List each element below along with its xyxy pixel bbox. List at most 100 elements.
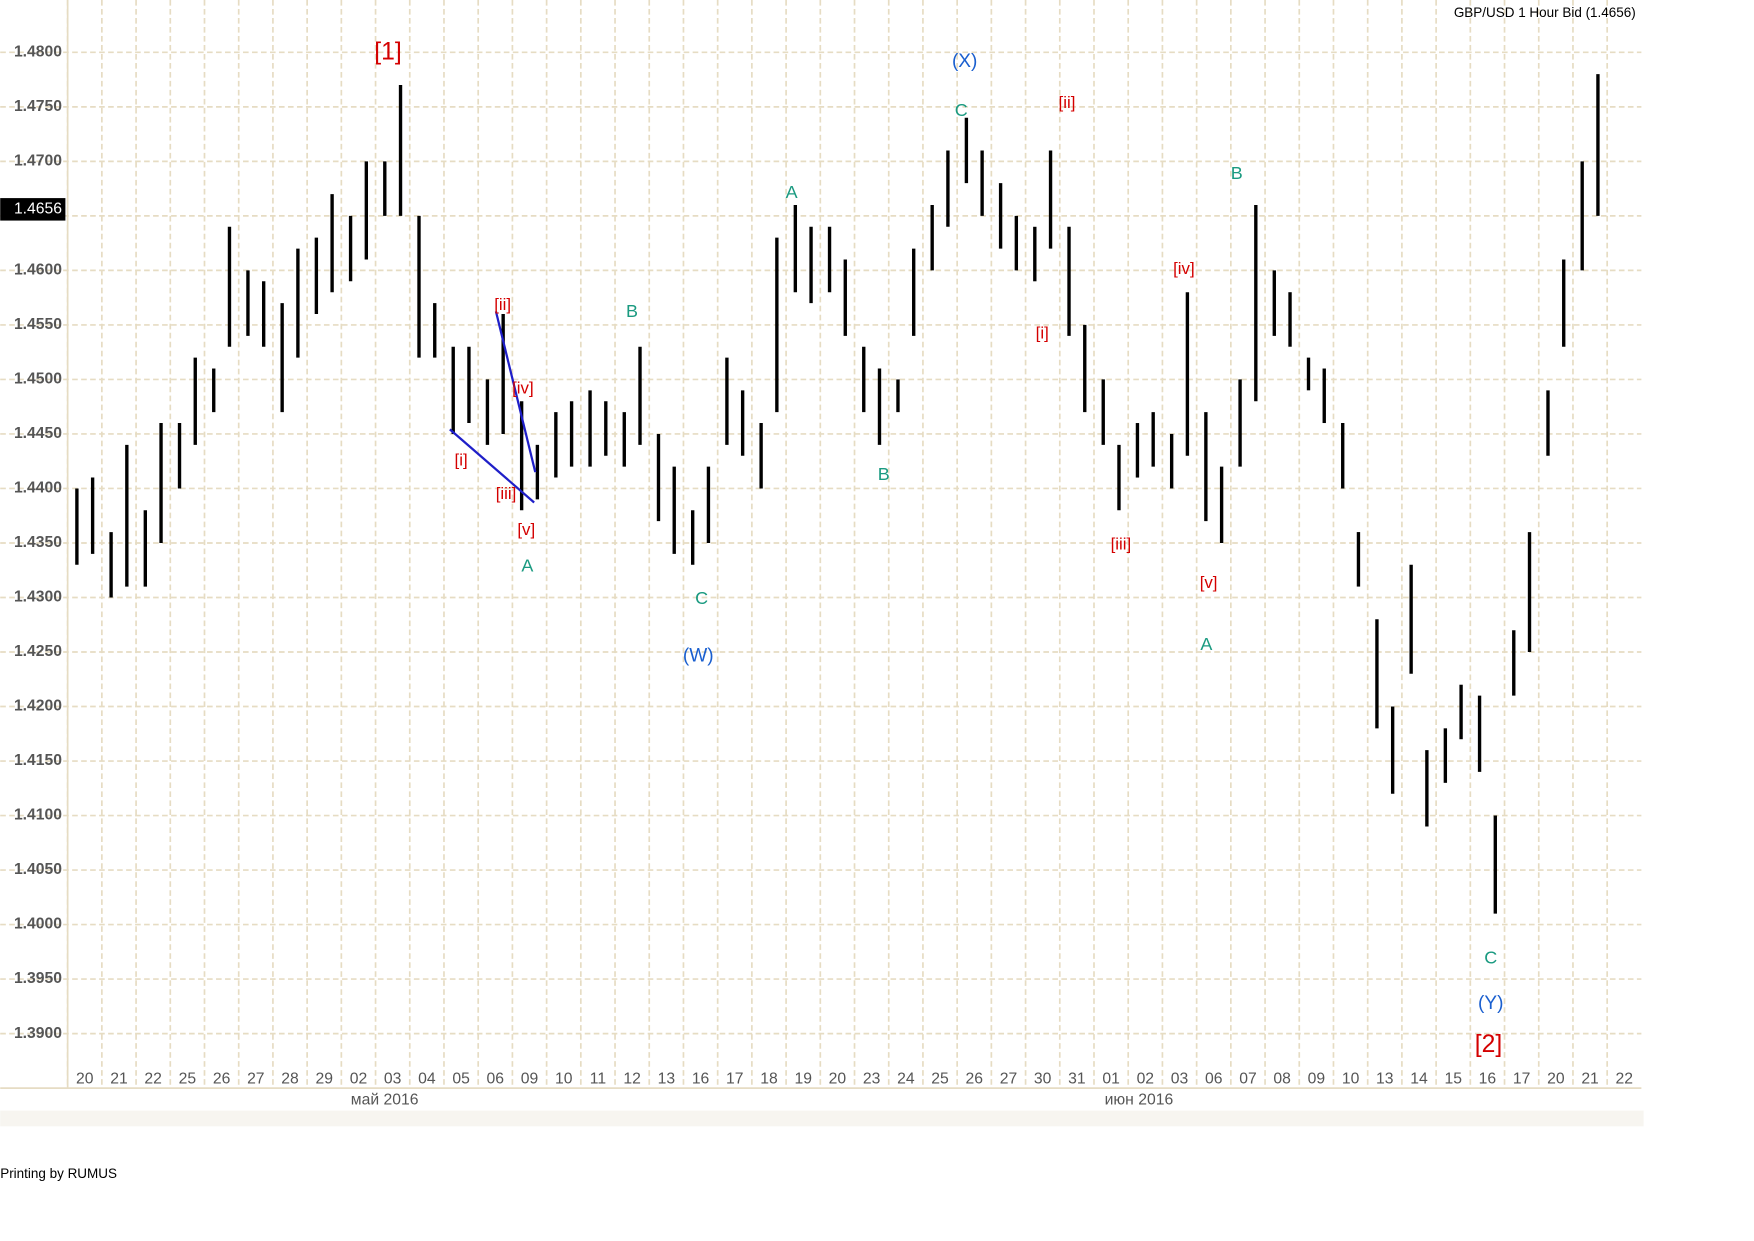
x-tick-label: 02 (1137, 1070, 1154, 1087)
x-tick-label: 17 (726, 1070, 743, 1087)
wave-label: C (695, 588, 708, 608)
y-tick-label: 1.4100 (14, 807, 62, 824)
y-tick-label: 1.3900 (14, 1025, 62, 1042)
y-tick-label: 1.4600 (14, 262, 62, 279)
price-bars (75, 74, 1600, 914)
current-price-tag (0, 198, 66, 221)
x-tick-label: 27 (247, 1070, 264, 1087)
x-tick-label: 22 (144, 1070, 161, 1087)
wave-label: C (955, 100, 968, 120)
y-tick-label: 1.4450 (14, 425, 62, 442)
wave-label: A (1200, 634, 1212, 654)
x-tick-label: 24 (897, 1070, 915, 1087)
wave-label: [2] (1475, 1031, 1502, 1058)
x-tick-label: 17 (1513, 1070, 1530, 1087)
wave-label: [iv] (512, 378, 534, 397)
x-tick-label: 27 (1000, 1070, 1017, 1087)
current-price-label: 1.4656 (14, 200, 62, 217)
x-tick-label: 20 (76, 1070, 94, 1087)
x-tick-label: 23 (863, 1070, 881, 1087)
chart-title: GBP/USD 1 Hour Bid (1.4656) (1454, 5, 1636, 20)
x-tick-label: 16 (1479, 1070, 1497, 1087)
wave-label: [ii] (494, 295, 511, 314)
x-tick-label: 28 (281, 1070, 299, 1087)
y-tick-label: 1.4000 (14, 916, 62, 933)
y-tick-label: 1.4500 (14, 371, 62, 388)
x-tick-label: 13 (1376, 1070, 1394, 1087)
x-tick-label: 21 (1581, 1070, 1598, 1087)
wave-label: (W) (683, 646, 714, 667)
y-tick-label: 1.4050 (14, 861, 62, 878)
wave-label: (X) (952, 51, 977, 72)
wave-label: B (1231, 163, 1243, 183)
x-tick-label: 20 (1547, 1070, 1565, 1087)
x-tick-label: 30 (1034, 1070, 1052, 1087)
y-tick-label: 1.4400 (14, 480, 62, 497)
wave-label: [v] (517, 520, 535, 539)
scroll-strip (0, 1110, 1644, 1127)
x-tick-label: 25 (179, 1070, 197, 1087)
wave-label: [v] (1200, 573, 1218, 592)
x-tick-label: 31 (1068, 1070, 1085, 1087)
x-tick-label: 15 (1444, 1070, 1462, 1087)
x-tick-label: 12 (623, 1070, 640, 1087)
x-tick-label: 16 (692, 1070, 710, 1087)
y-tick-label: 1.4300 (14, 589, 62, 606)
wave-label: A (521, 555, 533, 575)
x-tick-label: 06 (487, 1070, 505, 1087)
x-tick-label: 11 (590, 1070, 606, 1087)
y-tick-label: 1.4550 (14, 316, 62, 333)
wave-label: [iv] (1173, 259, 1195, 278)
wave-line (449, 428, 535, 504)
x-tick-label: 06 (1205, 1070, 1223, 1087)
x-tick-label: 07 (1239, 1070, 1256, 1087)
plot-background (0, 0, 1643, 1124)
wave-label: [ii] (1059, 93, 1076, 112)
y-tick-label: 1.4700 (14, 153, 62, 170)
y-tick-label: 1.4250 (14, 643, 62, 660)
wave-label: (Y) (1478, 993, 1503, 1014)
x-tick-label: 19 (794, 1070, 811, 1087)
wave-label: A (786, 182, 798, 202)
x-tick-label: 26 (966, 1070, 984, 1087)
x-tick-label: 02 (350, 1070, 367, 1087)
x-tick-label: 26 (213, 1070, 231, 1087)
x-tick-label: 03 (384, 1070, 402, 1087)
x-tick-label: 13 (658, 1070, 676, 1087)
x-tick-label: 10 (555, 1070, 573, 1087)
y-tick-label: 1.4350 (14, 534, 62, 551)
x-tick-label: 18 (760, 1070, 778, 1087)
footer: Printing by RUMUS (0, 1166, 117, 1181)
x-tick-label: 05 (452, 1070, 470, 1087)
y-tick-label: 1.4750 (14, 98, 62, 115)
x-tick-label: 14 (1410, 1070, 1428, 1087)
labels: 1.3900 1.3950 1.4000 1.4050 1.4100 1.4150 1.42… (0, 38, 1633, 1109)
wave-label: [iii] (496, 484, 517, 503)
wave-label: [i] (1036, 323, 1049, 342)
x-tick-label: 04 (418, 1070, 436, 1087)
x-tick-label: 10 (1342, 1070, 1360, 1087)
y-tick-label: 1.4200 (14, 698, 62, 715)
wave-label: [1] (374, 38, 401, 65)
x-tick-label: 22 (1616, 1070, 1633, 1087)
month-label: июн 2016 (1105, 1092, 1174, 1109)
wave-label: [i] (455, 450, 468, 469)
month-label: май 2016 (351, 1092, 419, 1109)
wave-label: [iii] (1111, 535, 1132, 554)
wave-label: B (626, 301, 638, 321)
grid (0, 0, 1642, 1089)
x-tick-label: 09 (521, 1070, 538, 1087)
x-tick-label: 25 (931, 1070, 949, 1087)
wave-label: B (878, 464, 890, 484)
wave-label: C (1484, 948, 1497, 968)
x-tick-label: 03 (1171, 1070, 1189, 1087)
y-tick-label: 1.4150 (14, 752, 62, 769)
x-tick-label: 29 (315, 1070, 332, 1087)
x-tick-label: 09 (1308, 1070, 1325, 1087)
wave-line (494, 311, 537, 473)
y-tick-label: 1.4800 (14, 43, 62, 60)
x-tick-label: 21 (110, 1070, 127, 1087)
x-tick-label: 08 (1273, 1070, 1291, 1087)
